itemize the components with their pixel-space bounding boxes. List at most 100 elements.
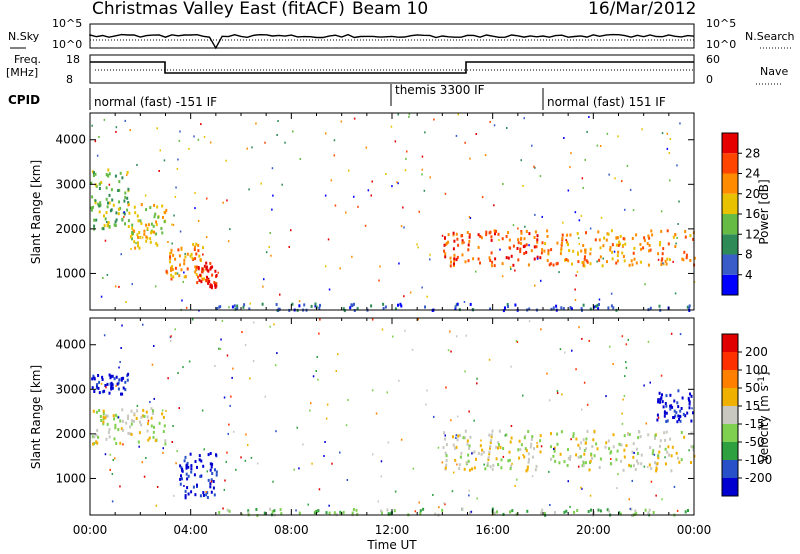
data-cell <box>445 386 447 389</box>
data-cell <box>142 236 144 239</box>
data-cell <box>105 414 108 418</box>
data-cell <box>584 251 587 255</box>
data-cell <box>124 195 127 199</box>
data-cell <box>255 122 257 125</box>
data-cell <box>647 263 650 267</box>
data-cell <box>518 456 521 460</box>
data-cell <box>553 446 556 450</box>
data-cell <box>648 249 651 253</box>
data-cell <box>678 200 680 203</box>
data-cell <box>156 127 158 130</box>
data-cell <box>693 256 696 260</box>
data-cell <box>333 139 336 142</box>
data-cell <box>119 485 121 488</box>
data-cell <box>114 457 116 460</box>
data-cell <box>456 415 459 418</box>
data-cell <box>639 242 642 246</box>
data-cell <box>592 510 595 514</box>
data-cell <box>679 333 682 336</box>
data-cell <box>659 400 662 404</box>
data-cell <box>467 243 470 247</box>
data-cell <box>494 257 497 261</box>
data-cell <box>215 473 218 477</box>
data-cell <box>596 447 599 451</box>
data-cell <box>520 443 523 447</box>
data-cell <box>460 451 463 455</box>
data-cell <box>589 247 592 251</box>
data-cell <box>489 444 492 448</box>
data-cell <box>598 258 601 262</box>
data-cell <box>580 249 583 253</box>
data-cell <box>552 454 555 458</box>
data-cell <box>473 419 475 422</box>
data-cell <box>574 288 576 291</box>
data-cell <box>169 251 172 255</box>
data-cell <box>252 360 255 363</box>
data-cell <box>315 370 317 372</box>
data-cell <box>659 444 661 448</box>
data-cell <box>556 392 559 394</box>
data-cell <box>95 218 98 222</box>
data-cell <box>514 303 517 307</box>
data-cell <box>379 265 381 268</box>
data-cell <box>594 304 597 308</box>
data-cell <box>160 227 163 230</box>
data-cell <box>241 331 243 334</box>
data-cell <box>531 455 534 459</box>
data-cell <box>539 434 542 438</box>
data-cell <box>423 189 426 192</box>
data-cell <box>661 498 663 501</box>
data-cell <box>318 332 320 335</box>
data-cell <box>563 460 566 464</box>
data-cell <box>170 277 173 281</box>
data-cell <box>186 267 189 271</box>
data-cell <box>445 454 448 458</box>
data-cell <box>99 415 102 418</box>
data-cell <box>659 240 662 244</box>
data-cell <box>624 242 627 246</box>
data-cell <box>680 431 683 434</box>
data-cell <box>649 248 652 252</box>
data-cell <box>536 240 539 244</box>
data-cell <box>228 306 230 309</box>
data-cell <box>115 211 118 215</box>
y-tick-label: 2000 <box>55 222 86 236</box>
data-cell <box>522 454 524 456</box>
data-cell <box>469 217 472 219</box>
data-cell <box>464 260 467 264</box>
data-cell <box>202 464 205 468</box>
data-cell <box>264 141 266 144</box>
data-cell <box>371 318 374 321</box>
data-cell <box>609 451 612 455</box>
data-cell <box>163 220 166 224</box>
data-cell <box>150 231 152 235</box>
data-cell <box>583 381 586 384</box>
data-cell <box>102 415 105 419</box>
data-cell <box>210 478 213 482</box>
data-cell <box>524 225 526 228</box>
data-cell <box>560 242 563 245</box>
data-cell <box>527 263 530 267</box>
data-cell <box>534 468 537 472</box>
data-cell <box>432 494 434 496</box>
data-cell <box>136 164 138 166</box>
data-cell <box>630 259 633 263</box>
data-cell <box>121 392 124 396</box>
data-cell <box>121 176 124 180</box>
data-cell <box>524 447 527 451</box>
data-cell <box>466 439 469 443</box>
data-cell <box>163 159 166 162</box>
data-cell <box>689 392 691 396</box>
data-cell <box>470 510 473 513</box>
data-cell <box>149 237 152 241</box>
data-cell <box>130 248 132 250</box>
data-cell <box>458 463 461 467</box>
data-cell <box>530 437 533 441</box>
data-cell <box>172 223 175 226</box>
data-cell <box>548 399 551 402</box>
data-cell <box>178 254 181 258</box>
data-cell <box>127 414 130 418</box>
data-cell <box>454 305 457 309</box>
data-cell <box>620 443 623 447</box>
data-cell <box>555 262 558 266</box>
